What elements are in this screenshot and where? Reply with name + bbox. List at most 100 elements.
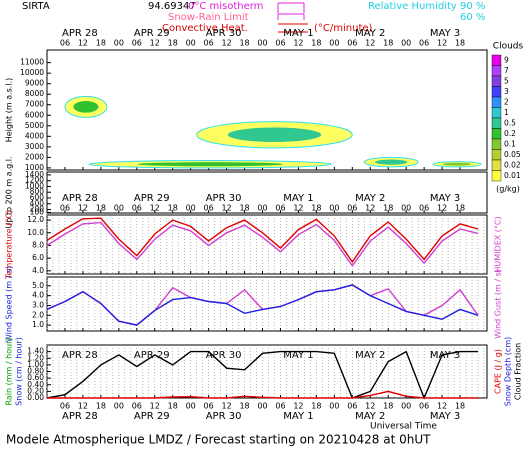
hour-label: 18: [455, 402, 465, 411]
day-label: MAY 1: [283, 28, 313, 39]
y-tick-label: 10000: [20, 68, 44, 77]
y-tick-label: 4000: [25, 131, 44, 140]
hour-label: 12: [437, 402, 447, 411]
colorbar-cell: [491, 54, 502, 66]
isotherm-legend: 0°C misotherm: [188, 1, 263, 12]
convective-unit: (°C/minute): [314, 23, 373, 34]
colorbar-cell: [491, 107, 502, 119]
colorbar-label: 3: [504, 87, 509, 96]
legend-sample: [278, 23, 308, 33]
day-label: MAY 2: [355, 28, 385, 39]
day-label: APR 28: [62, 28, 98, 39]
coordinate: 94.69347: [148, 1, 196, 12]
hour-label: 18: [311, 204, 321, 213]
day-label: MAY 1: [283, 350, 313, 361]
hour-label: 00: [401, 204, 411, 213]
hour-label: 12: [437, 204, 447, 213]
y-tick-label: 1200: [25, 176, 44, 185]
colorbar-label: 0.5: [504, 118, 516, 127]
y-tick-label: 800: [30, 187, 45, 196]
hour-label: 06: [347, 402, 357, 411]
hour-label: 06: [275, 402, 285, 411]
rh-high: 90 %: [460, 1, 485, 12]
hour-label: 00: [114, 39, 124, 48]
hour-label: 18: [96, 204, 106, 213]
y-tick-label: 1000: [25, 181, 44, 190]
colorbar-label: 0.02: [504, 160, 521, 169]
y-tick-label: 3.0: [32, 300, 44, 309]
colorbar-label: 7: [504, 66, 509, 75]
y-tick-label: 3000: [25, 142, 44, 151]
cloud-core: [227, 127, 322, 142]
day-label: MAY 1: [283, 411, 313, 422]
hour-label: 12: [293, 204, 303, 213]
series-line: [46, 350, 478, 400]
axis-label: Height (m a.s.l.): [5, 78, 14, 143]
x-axis-label: Universal Time: [370, 422, 437, 432]
hour-label: 18: [239, 402, 249, 411]
hour-label: 12: [150, 204, 160, 213]
hour-label: 18: [311, 39, 321, 48]
hour-label: 00: [401, 39, 411, 48]
y-tick-label: 12.0: [27, 215, 44, 224]
y-tick-label: 1.40: [27, 347, 44, 356]
hour-label: 12: [437, 39, 447, 48]
colorbar-label: 2: [504, 97, 509, 106]
hour-label: 00: [114, 402, 124, 411]
y-tick-label: 11000: [20, 58, 44, 67]
hour-label: 18: [168, 204, 178, 213]
series-line: [46, 284, 479, 326]
y-tick-label: 4.0: [32, 291, 44, 300]
axis-label: Temperature (°C): [5, 210, 14, 280]
hour-label: 18: [96, 39, 106, 48]
day-label: MAY 3: [430, 28, 460, 39]
day-label: APR 28: [62, 193, 98, 204]
hour-label: 00: [186, 39, 196, 48]
hour-label: 12: [78, 402, 88, 411]
y-tick-label: 6.0: [32, 253, 44, 262]
legend-sample: [277, 2, 305, 20]
convective-legend: Convective Heat.: [162, 23, 248, 34]
cloud-core: [137, 162, 283, 167]
y-tick-label: 0.80: [27, 367, 44, 376]
hour-label: 12: [365, 204, 375, 213]
hour-label: 18: [455, 39, 465, 48]
hour-label: 12: [150, 402, 160, 411]
colorbar-unit: (g/kg): [496, 185, 520, 194]
cloud-core: [442, 162, 472, 166]
y-tick-label: 2.0: [32, 310, 44, 319]
hour-label: 06: [60, 204, 70, 213]
hour-label: 06: [419, 402, 429, 411]
axis-label: HUMIDEX (°C): [494, 216, 503, 272]
hour-label: 06: [132, 204, 142, 213]
axis-label: CAPE (J / g): [494, 349, 503, 394]
hour-label: 12: [293, 39, 303, 48]
y-tick-label: 2000: [25, 152, 44, 161]
day-label: APR 30: [206, 350, 242, 361]
hour-label: 12: [221, 204, 231, 213]
hour-label: 00: [114, 204, 124, 213]
hour-label: 18: [168, 402, 178, 411]
y-tick-label: 10.0: [27, 228, 44, 237]
hour-label: 00: [257, 402, 267, 411]
hour-label: 12: [150, 39, 160, 48]
hour-label: 06: [347, 204, 357, 213]
y-tick-label: 5.0: [32, 281, 44, 290]
colorbar-label: 0.2: [504, 129, 516, 138]
snow-rain-legend: Snow-Rain Limit: [168, 12, 249, 23]
axis-label: Wind Gust (m / s): [494, 269, 503, 339]
rh-legend: Relative Humidity: [368, 1, 457, 12]
cloud-core: [73, 101, 99, 113]
y-tick-label: 8.0: [32, 240, 44, 249]
hour-label: 06: [204, 204, 214, 213]
day-label: APR 29: [134, 411, 170, 422]
hour-label: 18: [239, 39, 249, 48]
day-label: APR 28: [62, 350, 98, 361]
colorbar-label: 9: [504, 55, 509, 64]
y-tick-label: 0.60: [27, 373, 44, 382]
hour-label: 00: [329, 204, 339, 213]
hour-label: 12: [221, 402, 231, 411]
colorbar-label: 1: [504, 108, 509, 117]
hour-label: 06: [132, 39, 142, 48]
